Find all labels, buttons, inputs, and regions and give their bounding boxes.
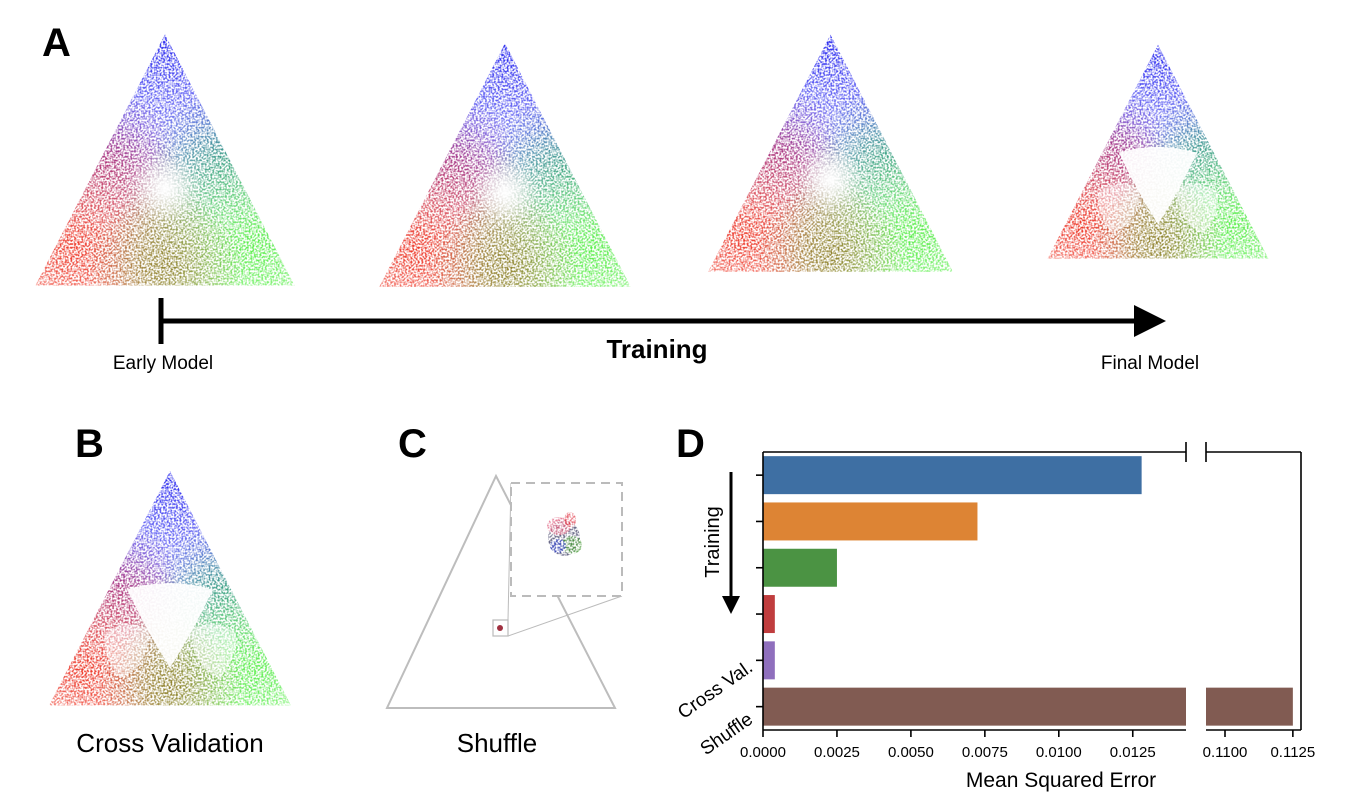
panel-c: C Shuffle [385, 422, 623, 758]
cross-validation-caption: Cross Validation [76, 728, 263, 758]
panel-b-letter: B [75, 422, 104, 466]
bar-1 [763, 502, 978, 541]
simplex-plot-early [35, 34, 295, 286]
shuffle-cluster-zoomed [547, 512, 582, 556]
bar-4 [763, 641, 775, 680]
panel-a-letter: A [42, 21, 71, 65]
early-model-label: Early Model [113, 353, 213, 374]
training-arrow-head [1134, 305, 1166, 337]
bar-5-right-segment [1206, 687, 1293, 726]
simplex-plot-final [1047, 44, 1269, 259]
bar-3 [763, 595, 775, 634]
final-model-label: Final Model [1101, 353, 1199, 374]
x-tick-left-0-label: 0.0000 [740, 744, 786, 761]
simplex-plot-cross-validation [49, 471, 291, 706]
panel-a: A Early Model Training Final Model [35, 21, 1269, 374]
simplex-plot-mid-1 [379, 43, 631, 287]
panel-c-letter: C [398, 422, 427, 466]
x-axis-label: Mean Squared Error [966, 769, 1156, 792]
shuffle-cluster-small [497, 625, 503, 631]
panel-d-letter: D [676, 422, 705, 466]
bar-0 [763, 456, 1142, 495]
bar-group [763, 456, 1293, 726]
shuffle-caption: Shuffle [457, 728, 537, 758]
panel-b: B Cross Validation [49, 422, 291, 758]
x-tick-right-1-label: 0.1125 [1270, 744, 1315, 761]
y-tick-group [756, 474, 763, 708]
panel-d: D 0.0000 0.0025 0.0050 0.0075 0.0100 0.0125 0.… [674, 422, 1315, 792]
bar-5-left-segment [763, 687, 1186, 726]
bar-2 [763, 548, 837, 587]
x-tick-left-5-label: 0.0125 [1110, 744, 1156, 761]
x-tick-left-3-label: 0.0075 [962, 744, 1008, 761]
x-tick-left-4-label: 0.0100 [1036, 744, 1082, 761]
training-label: Training [606, 334, 707, 364]
training-order-arrow-head [722, 596, 740, 614]
training-order-label: Training [702, 506, 724, 578]
x-tick-group: 0.0000 0.0025 0.0050 0.0075 0.0100 0.0125 0.11… [740, 730, 1315, 761]
x-tick-left-2-label: 0.0050 [888, 744, 934, 761]
x-tick-left-1-label: 0.0025 [814, 744, 860, 761]
simplex-plot-mid-2 [708, 34, 953, 272]
shuffle-zoom-source-box [492, 619, 509, 637]
x-tick-right-0-label: 0.1100 [1203, 744, 1248, 761]
zoom-connector-bottom [507, 595, 623, 637]
